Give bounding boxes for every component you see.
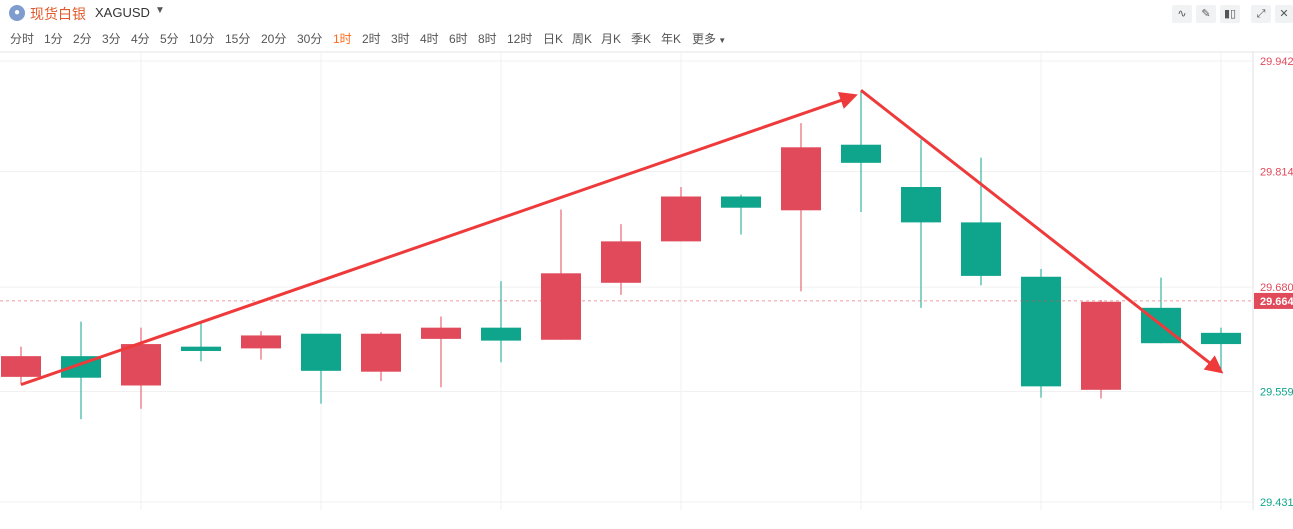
candle-body [721, 196, 761, 208]
candle [181, 321, 221, 362]
y-axis-tick-label: 29.942 [1260, 56, 1293, 68]
candle [1201, 327, 1241, 372]
candle [901, 139, 941, 308]
timeframe-tab[interactable]: 更多 ▼ [692, 32, 727, 46]
candle-body [121, 344, 161, 386]
candle-body [781, 147, 821, 211]
candle [781, 123, 821, 292]
candle-body [481, 327, 521, 341]
candle [121, 327, 161, 409]
timeframe-tab[interactable]: 日K [543, 32, 564, 46]
timeframe-tab[interactable]: 5分 [160, 32, 179, 46]
y-axis-tick-label: 29.814 [1260, 166, 1293, 178]
candle [721, 194, 761, 235]
symbol-header: ● 现货白银 XAGUSD ▼ ∿ ✎ ▮▯ ⤢ ✕ [0, 0, 1293, 26]
candle [1081, 300, 1121, 399]
candle [241, 331, 281, 360]
timeframe-tab[interactable]: 30分 [297, 32, 323, 46]
timeframe-tab[interactable]: 20分 [261, 32, 287, 46]
candle-body [1081, 301, 1121, 390]
candle [301, 333, 341, 404]
candle-body [181, 346, 221, 351]
candle [361, 331, 401, 382]
candle [1, 346, 41, 385]
downtrend-arrow [860, 89, 1224, 374]
candle [541, 209, 581, 340]
candle [1021, 268, 1061, 398]
timeframe-bar: 分时 1分 2分 3分 4分 5分 10分 15分 20分 30分 1时 2时 3时 4时 6时 8时 12时日… [0, 26, 760, 48]
candle-body [361, 333, 401, 372]
timeframe-tab[interactable]: 4分 [131, 32, 150, 46]
candle-body [241, 335, 281, 349]
timeframe-tab[interactable]: 年K [661, 32, 682, 46]
candle [961, 157, 1001, 286]
last-price-tag [1254, 292, 1293, 309]
timeframe-tab[interactable]: 3分 [102, 32, 121, 46]
symbol-name[interactable]: 现货白银 [30, 6, 86, 22]
candle-body [541, 273, 581, 340]
y-axis-tick-label: 29.559 [1260, 387, 1293, 399]
chevron-down-icon: ▼ [716, 36, 727, 45]
candle-body [601, 241, 641, 283]
timeframe-tab[interactable]: 周K [572, 32, 593, 46]
timeframe-tab[interactable]: 分时 [10, 32, 35, 46]
timeframe-tab[interactable]: 2时 [362, 32, 381, 46]
candle [421, 316, 461, 388]
candle [601, 224, 641, 295]
y-axis-tick-label: 29.431 [1260, 497, 1293, 509]
timeframe-tab[interactable]: 2分 [73, 32, 92, 46]
candle [61, 321, 101, 420]
candle-body [901, 187, 941, 223]
expand-icon[interactable]: ⤢ [1251, 5, 1271, 23]
timeframe-tab[interactable]: 15分 [225, 32, 251, 46]
candle-body [841, 144, 881, 163]
candle-body [421, 327, 461, 339]
timeframe-tab[interactable]: 12时 [507, 32, 533, 46]
candle [841, 90, 881, 213]
candlestick-icon[interactable]: ▮▯ [1220, 5, 1240, 23]
timeframe-tab[interactable]: 1时 [333, 32, 352, 46]
candle-body [661, 196, 701, 242]
timeframe-tab[interactable]: 4时 [420, 32, 439, 46]
last-price-label: 29.664 [1260, 296, 1293, 308]
candle [661, 187, 701, 242]
timeframe-tab[interactable]: 月K [601, 32, 622, 46]
candle-body [1201, 332, 1241, 345]
pencil-icon[interactable]: ✎ [1196, 5, 1216, 23]
timeframe-tab[interactable]: 6时 [449, 32, 468, 46]
candle-body [1, 356, 41, 377]
timeframe-tab[interactable]: 3时 [391, 32, 410, 46]
timeframe-tab[interactable]: 10分 [189, 32, 215, 46]
timeframe-tab[interactable]: 季K [631, 32, 652, 46]
chevron-down-icon[interactable]: ▼ [155, 5, 165, 16]
silver-coin-icon: ● [9, 5, 25, 21]
candle-body [1021, 276, 1061, 387]
candle [481, 281, 521, 363]
timeframe-tab[interactable]: 1分 [44, 32, 63, 46]
symbol-code[interactable]: XAGUSD [95, 5, 150, 20]
uptrend-arrow [20, 91, 858, 387]
close-icon[interactable]: ✕ [1275, 5, 1293, 23]
candle-body [301, 333, 341, 371]
timeframe-tab[interactable]: 8时 [478, 32, 497, 46]
candle-body [961, 222, 1001, 276]
line-chart-icon[interactable]: ∿ [1172, 5, 1192, 23]
y-axis-tick-label: 29.680 [1260, 282, 1293, 294]
